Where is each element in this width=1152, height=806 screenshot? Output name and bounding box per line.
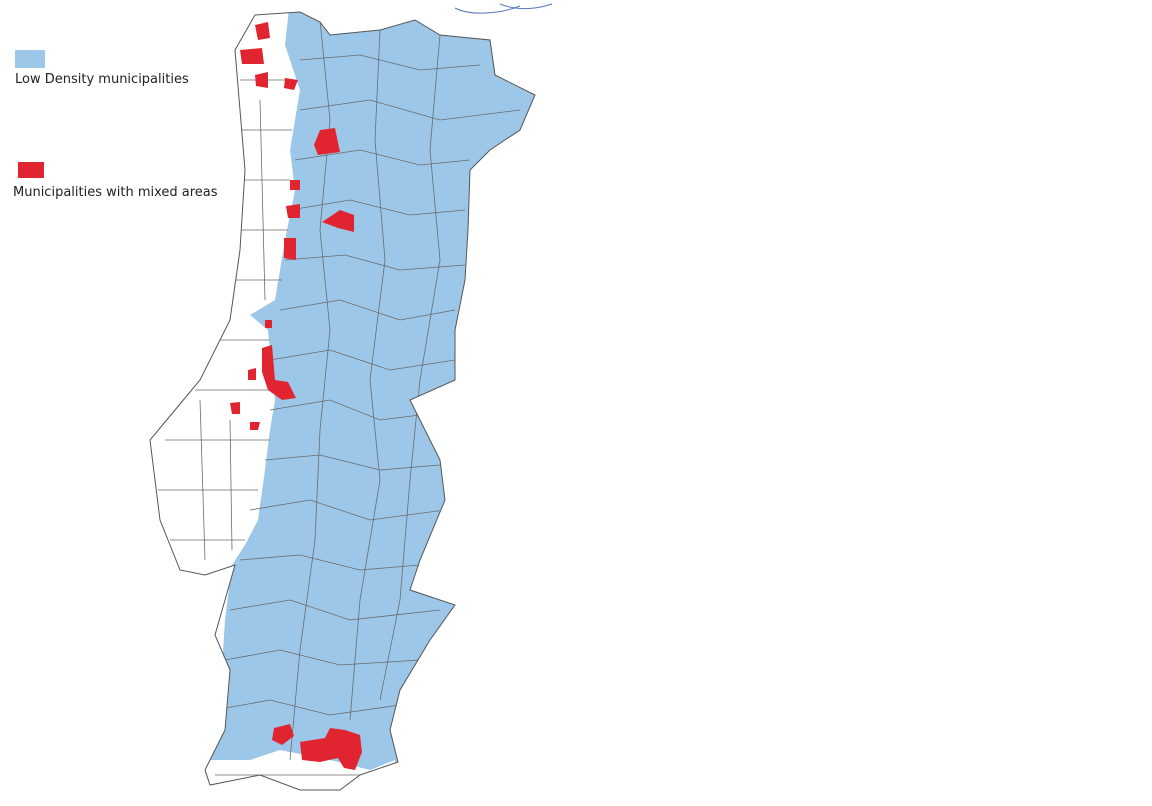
mixed-areas: [230, 22, 362, 770]
mixed-area: [284, 238, 296, 260]
legend-swatch: [15, 50, 45, 68]
mixed-area: [265, 320, 272, 328]
mixed-area: [272, 724, 294, 745]
legend-swatch: [18, 162, 44, 178]
mixed-area: [286, 204, 300, 218]
mixed-area: [255, 72, 268, 88]
mixed-area: [290, 180, 300, 190]
mixed-area: [240, 48, 264, 64]
scribble: [454, 3, 553, 14]
mixed-area: [250, 422, 260, 430]
legend-label: Municipalities with mixed areas: [13, 185, 218, 200]
mixed-area: [262, 345, 296, 400]
legend-label: Low Density municipalities: [15, 72, 189, 87]
country: [150, 12, 535, 790]
mixed-area: [284, 78, 298, 90]
municipality-borders: [158, 19, 521, 776]
mixed-area: [255, 22, 270, 40]
mixed-area: [248, 368, 256, 380]
mixed-area: [314, 128, 340, 155]
mixed-area: [322, 210, 354, 232]
country-border: [149, 11, 536, 791]
mixed-area: [300, 728, 362, 770]
mixed-area: [230, 402, 240, 414]
